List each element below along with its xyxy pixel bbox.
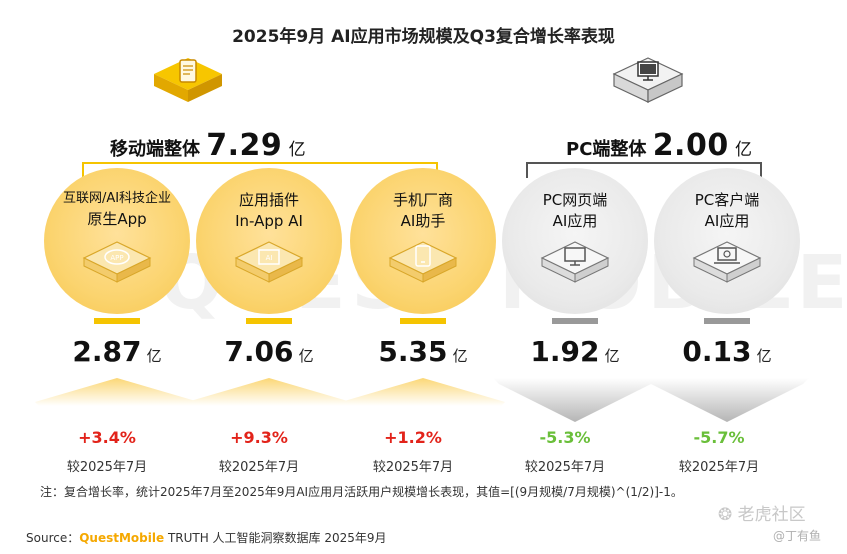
growth-label-pc-client: -5.7%	[693, 428, 745, 447]
author-watermark: @丁有鱼	[773, 529, 822, 543]
mobile-device-icon	[154, 58, 222, 102]
growth-arrow-2	[341, 378, 505, 406]
value-label-in-app-ai: 7.06 亿	[224, 335, 314, 368]
value-label-pc-web: 1.92 亿	[530, 335, 620, 368]
svg-text:APP: APP	[110, 254, 123, 262]
compare-label: 较2025年7月	[678, 460, 760, 475]
value-label-pc-client: 0.13 亿	[682, 335, 772, 368]
category-bar-marker	[94, 318, 140, 324]
tiger-logo-icon: ❂	[718, 505, 733, 525]
growth-label-pc-web: -5.3%	[539, 428, 591, 447]
source-line: Source：QuestMobile TRUTH 人工智能洞察数据库 2025年…	[26, 531, 387, 545]
value-label-phone-ai: 5.35 亿	[378, 335, 468, 368]
category-bar-marker	[246, 318, 292, 324]
growth-arrow-3	[493, 378, 657, 422]
growth-label-in-app-ai: +9.3%	[230, 428, 288, 447]
category-circle-native-app: 互联网/AI科技企业 原生App APP	[44, 168, 190, 314]
svg-text:AI: AI	[266, 254, 273, 262]
pc-device-icon	[612, 57, 684, 103]
category-label: 应用插件 In-App AI	[235, 191, 303, 230]
category-circle-pc-client: PC客户端 AI应用	[654, 168, 800, 314]
category-bar-marker	[400, 318, 446, 324]
category-circle-pc-web: PC网页端 AI应用	[502, 168, 648, 314]
mobile-group-name: 移动端整体	[110, 139, 200, 160]
footnote: 注：复合增长率，统计2025年7月至2025年9月AI应用月活跃用户规模增长表现…	[40, 485, 683, 499]
growth-arrows	[35, 378, 809, 422]
category-circle-in-app-ai: 应用插件 In-App AI AI	[196, 168, 342, 314]
growth-label-native-app: +3.4%	[78, 428, 136, 447]
pc-group-name: PC端整体	[566, 139, 647, 160]
mobile-total-unit: 亿	[288, 140, 306, 160]
category-bar-marker	[704, 318, 750, 324]
category-label: PC客户端 AI应用	[694, 191, 760, 230]
growth-arrow-1	[187, 378, 351, 406]
pc-total-label: PC端整体 2.00 亿	[566, 128, 752, 163]
compare-label: 较2025年7月	[524, 460, 606, 475]
category-label: PC网页端 AI应用	[542, 191, 608, 230]
phone-icon	[388, 241, 458, 283]
compare-label: 较2025年7月	[66, 460, 148, 475]
growth-arrow-0	[35, 378, 199, 406]
value-label-native-app: 2.87 亿	[72, 335, 162, 368]
category-label: 手机厂商 AI助手	[392, 191, 453, 230]
growth-label-phone-ai: +1.2%	[384, 428, 442, 447]
mobile-total-value: 7.29	[206, 128, 283, 163]
category-bar-marker	[552, 318, 598, 324]
compare-label: 较2025年7月	[372, 460, 454, 475]
mobile-total-label: 移动端整体 7.29 亿	[110, 128, 306, 163]
chart-title: 2025年9月 AI应用市场规模及Q3复合增长率表现	[232, 27, 615, 47]
ai-plugin-icon: AI	[234, 241, 304, 283]
site-watermark: ❂ 老虎社区	[718, 505, 806, 525]
pc-total-value: 2.00	[652, 128, 729, 163]
app-icon: APP	[82, 241, 152, 283]
monitor-icon	[540, 241, 610, 283]
pc-group-bracket	[526, 162, 762, 178]
growth-arrow-4	[645, 378, 809, 422]
laptop-cloud-icon	[692, 241, 762, 283]
category-label: 互联网/AI科技企业 原生App	[62, 191, 172, 228]
category-circle-phone-ai: 手机厂商 AI助手	[350, 168, 496, 314]
pc-total-unit: 亿	[735, 140, 752, 160]
compare-label: 较2025年7月	[218, 460, 300, 475]
